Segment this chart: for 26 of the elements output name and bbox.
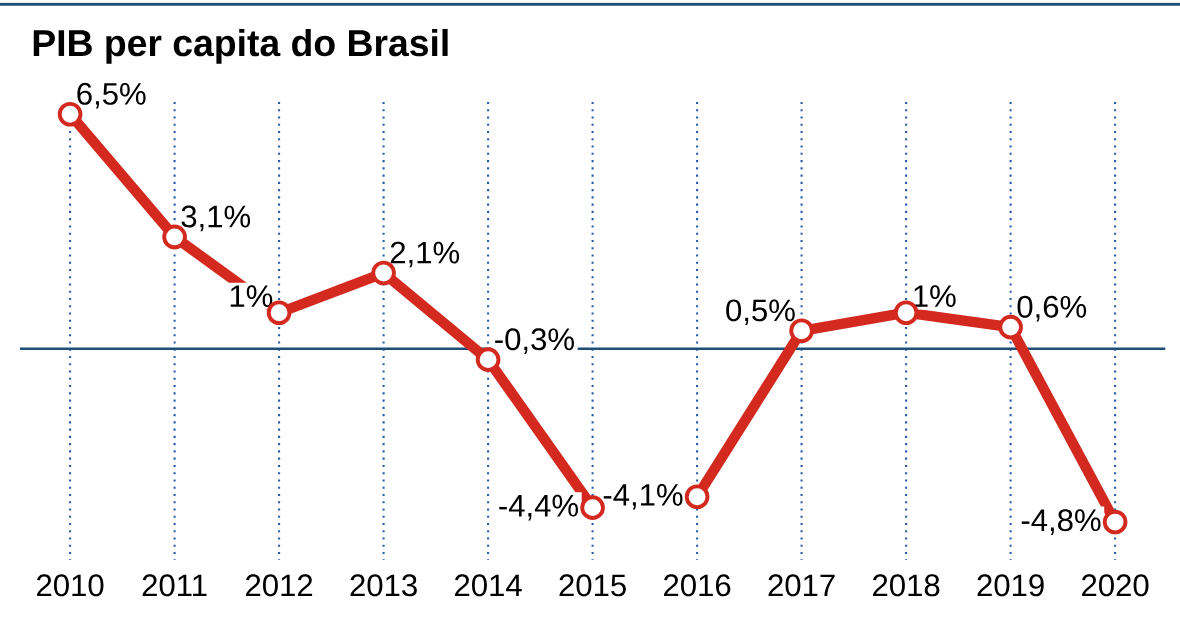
data-label: -4,8%: [1021, 509, 1101, 535]
x-tick-label: 2014: [455, 574, 522, 597]
data-label: -4,4%: [499, 494, 578, 521]
data-label: 0,6%: [1017, 295, 1087, 322]
data-label: 2,1%: [390, 241, 460, 268]
x-tick-label: 2016: [664, 574, 731, 597]
x-tick-label: 2018: [873, 574, 940, 597]
point: [580, 495, 605, 520]
data-label: 0,5%: [726, 299, 795, 326]
data-label: -0,3%: [495, 328, 574, 354]
data-label: 1%: [914, 285, 956, 308]
x-tick-label: 2013: [350, 574, 417, 597]
data-label: 6,5%: [77, 82, 146, 109]
data-label: 3,1%: [181, 205, 251, 232]
data-label: 1%: [230, 285, 273, 308]
point: [684, 484, 710, 510]
data-label: -4,1%: [603, 484, 683, 510]
x-tick-label: 2017: [768, 574, 835, 597]
x-tick-label: 2011: [142, 574, 207, 597]
point: [1102, 509, 1128, 535]
x-tick-label: 2019: [977, 574, 1044, 597]
x-tick-label: 2012: [246, 574, 313, 597]
x-tick-label: 2020: [1082, 574, 1149, 597]
chart-title: PIB per capita do Brasil: [33, 28, 448, 64]
x-tick-label: 2015: [559, 574, 626, 597]
x-tick-label: 2010: [37, 574, 104, 597]
